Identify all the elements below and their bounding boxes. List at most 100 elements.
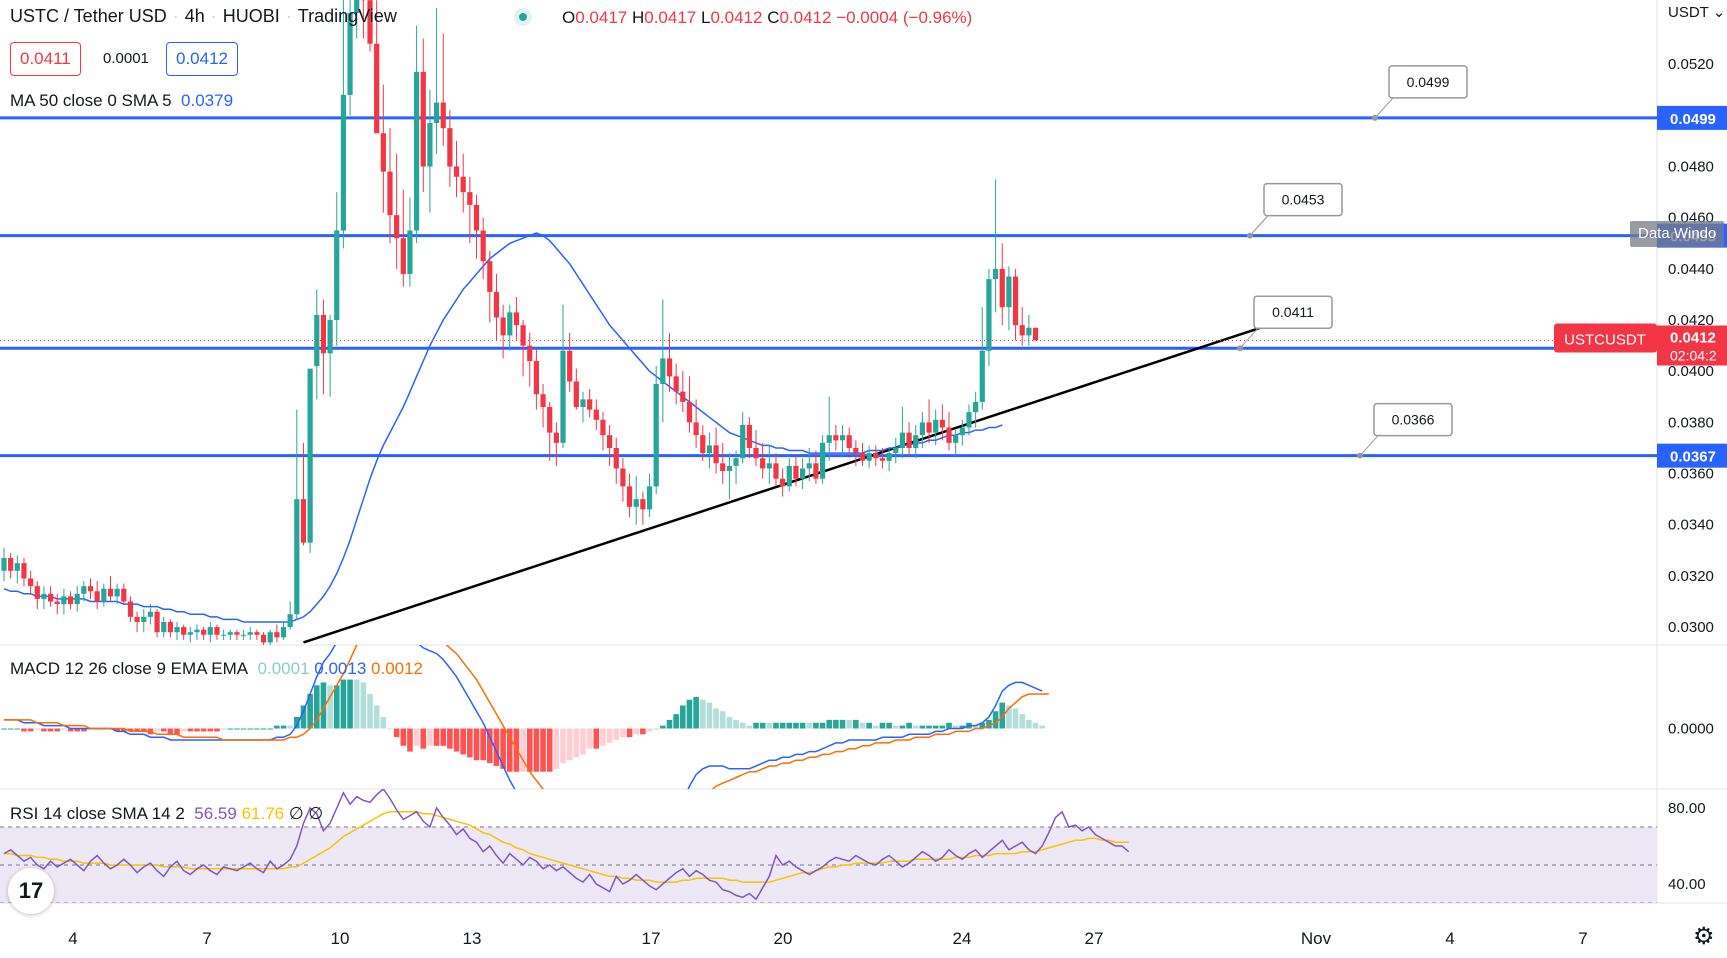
candle-body [327, 320, 333, 354]
macd-histogram-bar [27, 728, 34, 732]
macd-histogram-bar [327, 685, 333, 729]
candle-body [600, 419, 606, 436]
candle-body [440, 102, 446, 129]
candle-body [121, 588, 127, 602]
candle-body [547, 407, 553, 433]
macd-histogram-bar [919, 725, 926, 729]
candle-body [300, 499, 307, 543]
macd-histogram-bar [853, 719, 859, 729]
candle-body [533, 360, 539, 395]
macd-histogram-bar [140, 728, 147, 732]
macd-histogram-bar [886, 722, 892, 729]
candle-body [706, 445, 713, 454]
macd-histogram-bar [81, 728, 87, 732]
candle-body [973, 401, 979, 413]
candle-body [201, 629, 207, 635]
macd-signal-value: 0.0012 [371, 659, 424, 678]
macd-histogram-bar [813, 722, 819, 729]
macd-histogram-bar [353, 679, 360, 729]
candle-body [134, 616, 140, 622]
buy-button[interactable]: 0.0412 [166, 42, 238, 76]
macd-histogram-bar [180, 728, 187, 732]
macd-histogram-bar [487, 728, 493, 764]
market-open-status-icon [514, 8, 532, 26]
symbol-title[interactable]: USTC / Tether USD [10, 6, 167, 26]
macd-histogram-bar [467, 728, 473, 758]
candle-body [720, 463, 726, 472]
macd-histogram-bar [240, 728, 247, 730]
candle-body [753, 447, 759, 459]
macd-histogram-bar [892, 725, 899, 729]
macd-histogram-bar [546, 728, 553, 772]
candle-body [74, 593, 80, 605]
macd-histogram-bar [61, 728, 67, 730]
candle-body [986, 279, 992, 351]
rsi-legend[interactable]: RSI 14 close SMA 14 2 56.59 61.76 ∅ ∅ [10, 804, 323, 824]
time-axis-tick: 7 [202, 929, 211, 948]
axis-level-badge-label: 0.0367 [1670, 449, 1716, 466]
candle-body [394, 215, 400, 239]
candle-body [47, 593, 54, 602]
candle-body [873, 453, 879, 459]
macd-histogram-bar [673, 714, 679, 729]
gear-icon[interactable]: ⚙ [1693, 923, 1715, 950]
candle-body [1019, 325, 1025, 336]
macd-histogram-bar [307, 693, 313, 729]
macd-histogram-bar [866, 722, 872, 729]
macd-histogram-bar [819, 722, 826, 729]
candle-body [500, 317, 506, 336]
ma-legend[interactable]: MA 50 close 0 SMA 5 0.0379 [10, 91, 233, 111]
macd-histogram-bar [7, 728, 14, 730]
macd-histogram-bar [433, 728, 440, 746]
macd-histogram-bar [1032, 722, 1039, 729]
macd-histogram-bar [952, 725, 959, 729]
macd-histogram-bar [267, 728, 273, 730]
candle-body [167, 621, 173, 633]
time-axis-tick: Nov [1301, 929, 1332, 948]
candle-body [919, 422, 925, 436]
macd-histogram-bar [254, 728, 260, 730]
macd-histogram-bar [553, 728, 560, 769]
candle-body [527, 345, 533, 361]
spread-value: 0.0001 [103, 50, 149, 67]
macd-histogram-bar [560, 728, 566, 764]
candle-body [540, 394, 546, 408]
macd-histogram-bar [387, 728, 393, 730]
macd-histogram-bar [21, 728, 27, 732]
candle-body [347, 13, 353, 95]
tradingview-logo-icon[interactable]: 17 [8, 868, 54, 914]
macd-histogram-bar [260, 728, 267, 730]
price-callout [1253, 295, 1333, 329]
candle-body [833, 435, 839, 441]
macd-histogram-bar [932, 725, 939, 729]
callout-leader [1374, 97, 1394, 119]
candle-body [254, 632, 260, 635]
rsi-line [3, 789, 1130, 901]
macd-histogram-bar [879, 722, 886, 729]
macd-histogram-bar [839, 719, 846, 729]
currency-dropdown[interactable]: USDT ⌄ [1668, 4, 1726, 21]
candle-body [886, 453, 892, 461]
candle-body [147, 611, 154, 617]
macd-histogram-bar [586, 728, 593, 749]
macd-histogram-bar [992, 711, 999, 729]
macd-legend[interactable]: MACD 12 26 close 9 EMA EMA 0.0001 0.0013… [10, 659, 423, 679]
macd-histogram-bar [160, 728, 167, 732]
macd-histogram-bar [946, 722, 952, 729]
interval-label[interactable]: 4h [184, 6, 205, 26]
macd-histogram-bar [826, 719, 833, 729]
callout-anchor [1237, 345, 1243, 352]
macd-histogram-bar [626, 728, 633, 738]
macd-histogram-bar [440, 728, 447, 746]
macd-histogram-bar [793, 722, 799, 729]
price-axis-tick: 0.0300 [1668, 619, 1714, 636]
macd-histogram-bar [726, 717, 733, 729]
callout-anchor [1372, 114, 1378, 121]
price-callout [1373, 402, 1453, 437]
macd-histogram-bar [227, 728, 234, 730]
candle-body [87, 586, 94, 592]
sell-button[interactable]: 0.0411 [10, 42, 81, 76]
candle-body [580, 399, 586, 408]
macd-histogram-bar [373, 705, 380, 729]
